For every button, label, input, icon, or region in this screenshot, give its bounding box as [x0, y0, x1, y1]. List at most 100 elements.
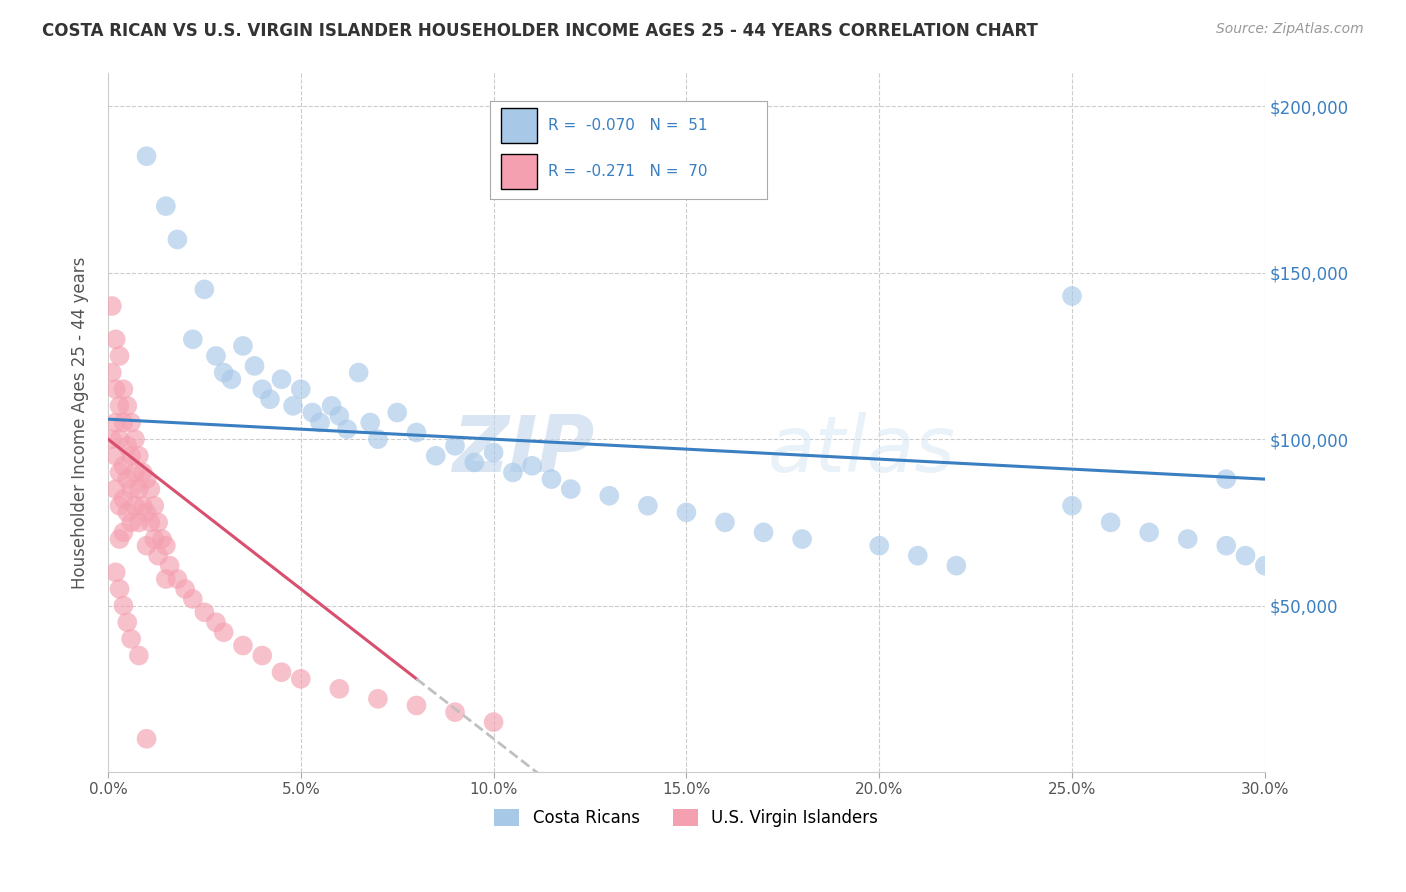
Point: [108, 432, 131, 446]
Point: [212, 366, 235, 380]
Point: [155, 199, 177, 213]
Point: [301, 405, 323, 419]
Point: [945, 558, 967, 573]
Point: [112, 416, 135, 430]
Point: [367, 432, 389, 446]
Point: [112, 599, 135, 613]
Point: [347, 366, 370, 380]
Point: [221, 372, 243, 386]
Text: atlas: atlas: [768, 412, 955, 489]
Text: COSTA RICAN VS U.S. VIRGIN ISLANDER HOUSEHOLDER INCOME AGES 25 - 44 YEARS CORREL: COSTA RICAN VS U.S. VIRGIN ISLANDER HOUS…: [42, 22, 1038, 40]
Point: [752, 525, 775, 540]
Text: ZIP: ZIP: [451, 412, 593, 489]
Point: [540, 472, 562, 486]
Point: [112, 382, 135, 396]
Point: [135, 472, 157, 486]
Point: [675, 505, 697, 519]
Point: [117, 472, 139, 486]
Point: [120, 632, 142, 646]
Point: [101, 432, 124, 446]
Point: [321, 399, 343, 413]
Point: [108, 499, 131, 513]
Point: [328, 681, 350, 696]
Point: [598, 489, 620, 503]
Point: [135, 149, 157, 163]
Point: [124, 499, 146, 513]
Point: [405, 425, 427, 440]
Point: [117, 399, 139, 413]
Point: [139, 482, 162, 496]
Point: [1137, 525, 1160, 540]
Point: [907, 549, 929, 563]
Point: [117, 615, 139, 630]
Point: [1215, 472, 1237, 486]
Point: [270, 372, 292, 386]
Point: [425, 449, 447, 463]
Point: [868, 539, 890, 553]
Point: [117, 439, 139, 453]
Point: [135, 539, 157, 553]
Y-axis label: Householder Income Ages 25 - 44 years: Householder Income Ages 25 - 44 years: [72, 256, 89, 589]
Point: [1060, 289, 1083, 303]
Point: [112, 525, 135, 540]
Point: [146, 549, 169, 563]
Point: [1254, 558, 1277, 573]
Point: [104, 566, 127, 580]
Point: [252, 648, 274, 663]
Point: [359, 416, 381, 430]
Point: [108, 349, 131, 363]
Point: [444, 705, 467, 719]
Point: [128, 449, 150, 463]
Point: [502, 466, 524, 480]
Point: [146, 516, 169, 530]
Point: [108, 399, 131, 413]
Point: [205, 349, 228, 363]
Point: [120, 516, 142, 530]
Point: [150, 532, 173, 546]
Point: [205, 615, 228, 630]
Point: [560, 482, 582, 496]
Point: [232, 639, 254, 653]
Point: [790, 532, 813, 546]
Point: [131, 499, 153, 513]
Point: [232, 339, 254, 353]
Point: [482, 445, 505, 459]
Point: [1099, 516, 1122, 530]
Point: [1060, 499, 1083, 513]
Point: [270, 665, 292, 680]
Point: [367, 691, 389, 706]
Point: [124, 466, 146, 480]
Point: [193, 605, 215, 619]
Point: [482, 715, 505, 730]
Point: [143, 532, 166, 546]
Point: [155, 572, 177, 586]
Legend: Costa Ricans, U.S. Virgin Islanders: Costa Ricans, U.S. Virgin Islanders: [488, 802, 884, 834]
Point: [104, 332, 127, 346]
Point: [131, 466, 153, 480]
Point: [143, 499, 166, 513]
Point: [166, 232, 188, 246]
Point: [120, 449, 142, 463]
Point: [243, 359, 266, 373]
Point: [174, 582, 197, 596]
Point: [128, 648, 150, 663]
Point: [104, 449, 127, 463]
Point: [714, 516, 737, 530]
Point: [309, 416, 332, 430]
Point: [104, 482, 127, 496]
Point: [120, 416, 142, 430]
Point: [1234, 549, 1257, 563]
Point: [193, 282, 215, 296]
Point: [252, 382, 274, 396]
Point: [1177, 532, 1199, 546]
Point: [405, 698, 427, 713]
Point: [135, 505, 157, 519]
Point: [108, 582, 131, 596]
Point: [112, 458, 135, 473]
Point: [128, 482, 150, 496]
Point: [1215, 539, 1237, 553]
Point: [135, 731, 157, 746]
Point: [290, 672, 312, 686]
Point: [463, 455, 485, 469]
Point: [155, 539, 177, 553]
